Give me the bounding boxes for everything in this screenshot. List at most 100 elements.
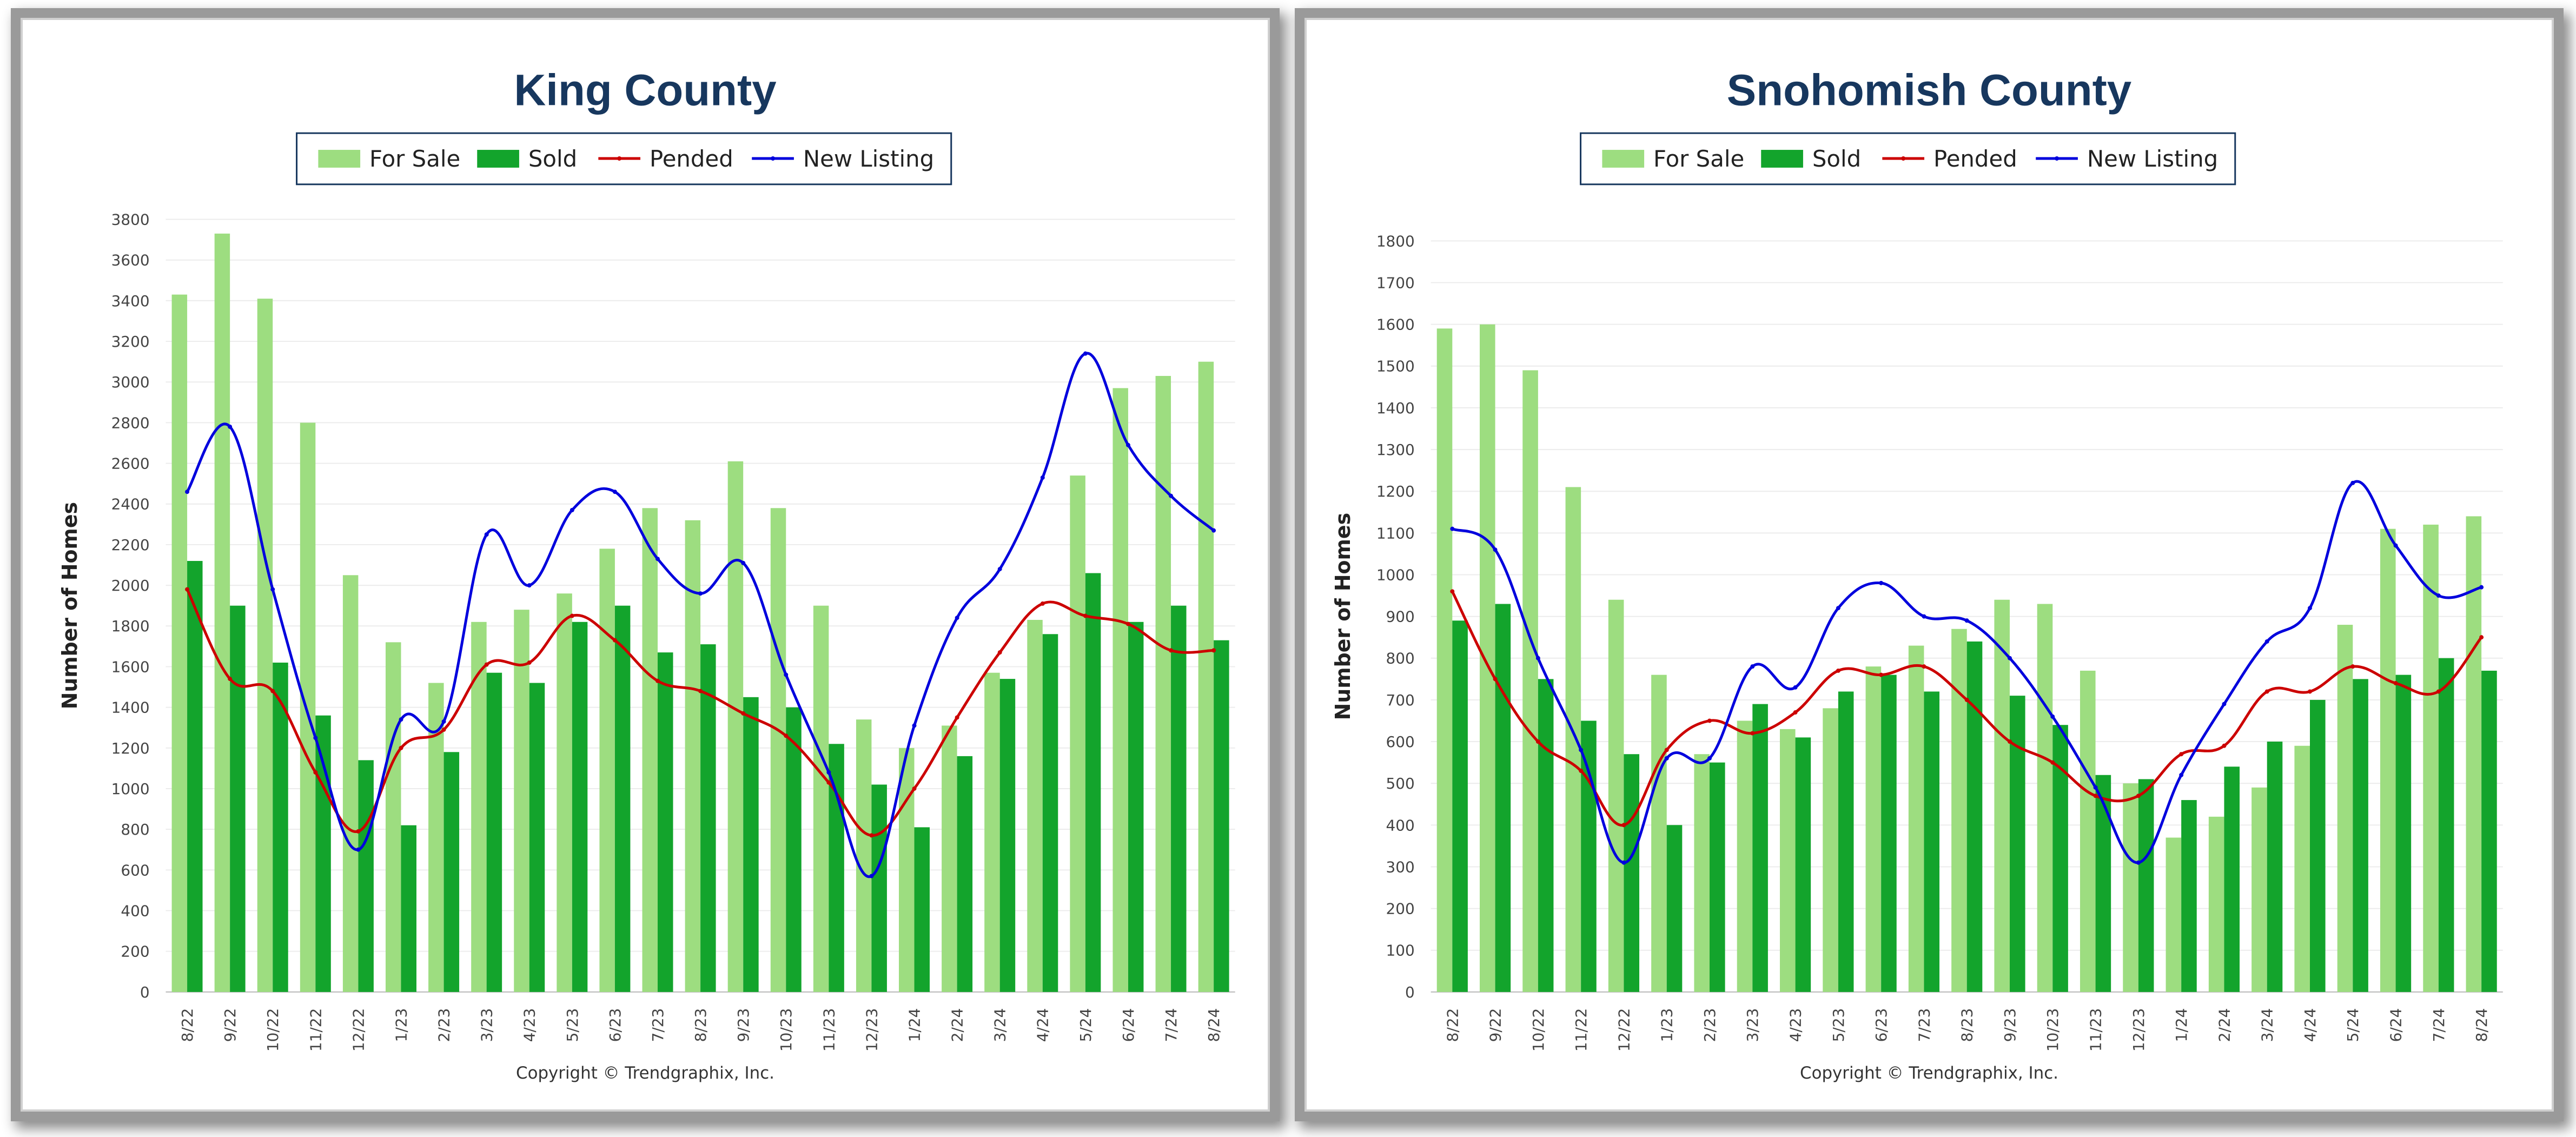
series-sold	[1452, 604, 2497, 992]
bar-for-sale	[1198, 361, 1214, 992]
bar-for-sale	[856, 719, 872, 992]
point-pended	[2093, 794, 2098, 798]
point-new-listing	[185, 490, 190, 494]
bar-sold	[2095, 775, 2111, 992]
x-tick-label: 8/22	[1443, 1008, 1461, 1042]
bar-for-sale	[1823, 708, 1838, 992]
point-pended	[2136, 794, 2141, 798]
point-new-listing	[2393, 543, 2398, 548]
x-tick-label: 5/23	[1830, 1008, 1847, 1042]
x-tick-label: 11/23	[820, 1008, 838, 1052]
copyright-text: Copyright © Trendgraphix, Inc.	[1800, 1063, 2058, 1083]
bar-for-sale	[1908, 645, 1924, 992]
legend-swatch-sold	[1761, 150, 1803, 168]
chart-title: Snohomish County	[1727, 65, 2131, 115]
bar-for-sale	[300, 422, 316, 992]
point-pended	[228, 677, 233, 682]
x-tick-label: 2/24	[2215, 1008, 2233, 1042]
bar-sold	[187, 561, 203, 992]
y-tick-label: 800	[121, 821, 149, 838]
y-tick-label: 3800	[111, 210, 150, 228]
bar-sold	[871, 784, 887, 992]
point-pended	[270, 689, 275, 693]
bar-for-sale	[1070, 475, 1085, 992]
y-tick-label: 1800	[1376, 232, 1415, 250]
x-tick-label: 12/23	[2130, 1008, 2148, 1052]
bar-for-sale	[942, 725, 957, 992]
bar-sold	[1214, 640, 1229, 992]
bar-for-sale	[1112, 388, 1128, 992]
y-tick-label: 1100	[1376, 524, 1415, 542]
point-pended	[2393, 681, 2398, 686]
point-pended	[1621, 823, 1626, 828]
bar-sold	[486, 672, 502, 992]
bar-sold	[1666, 825, 1683, 992]
point-pended	[1125, 622, 1130, 626]
x-tick-label: 10/22	[1529, 1008, 1547, 1052]
point-pended	[997, 650, 1002, 655]
bar-sold	[529, 683, 545, 992]
bar-sold	[1752, 704, 1768, 992]
point-pended	[441, 728, 446, 732]
point-pended	[2479, 635, 2484, 640]
bar-sold	[2010, 696, 2025, 992]
point-pended	[1707, 718, 1712, 723]
point-pended	[484, 662, 489, 667]
bar-for-sale	[642, 508, 658, 992]
bar-for-sale	[2251, 787, 2267, 992]
y-tick-label: 1500	[1376, 358, 1415, 375]
y-tick-label: 600	[121, 861, 149, 879]
y-tick-label: 1800	[111, 617, 150, 635]
bar-for-sale	[2380, 528, 2396, 992]
x-tick-label: 7/23	[1915, 1008, 1933, 1042]
legend-marker-new-listing	[771, 156, 776, 161]
y-tick-label: 1400	[111, 699, 150, 717]
point-new-listing	[1450, 526, 1455, 531]
y-axis-label: Number of Homes	[58, 502, 82, 709]
bar-for-sale	[386, 642, 401, 992]
x-tick-label: 5/24	[2344, 1008, 2362, 1042]
point-pended	[2264, 689, 2269, 694]
point-pended	[185, 587, 190, 592]
bar-for-sale	[899, 748, 915, 992]
bar-sold	[1452, 620, 1468, 992]
bar-for-sale	[557, 593, 572, 992]
x-tick-label: 7/24	[1162, 1008, 1180, 1042]
point-new-listing	[1664, 756, 1669, 761]
point-new-listing	[1879, 580, 1884, 585]
bar-for-sale	[1565, 487, 1581, 992]
bar-for-sale	[1951, 629, 1967, 992]
x-tick-label: 4/24	[2301, 1008, 2319, 1042]
bar-for-sale	[428, 683, 444, 992]
point-pended	[2350, 664, 2355, 669]
bar-sold	[1171, 605, 1187, 992]
point-new-listing	[1836, 606, 1840, 611]
y-tick-label: 400	[1386, 816, 1415, 834]
point-new-listing	[698, 591, 703, 596]
x-tick-label: 6/23	[1872, 1008, 1890, 1042]
bar-sold	[2353, 679, 2368, 992]
bar-sold	[2138, 779, 2154, 992]
point-new-listing	[2093, 785, 2098, 790]
legend-marker-new-listing	[2055, 156, 2060, 161]
x-tick-label: 10/23	[777, 1008, 795, 1052]
bar-sold	[2181, 800, 2197, 992]
snohomish-county-panel: Snohomish County For Sale Sold Pended New Li…	[1304, 18, 2554, 1112]
point-pended	[1836, 668, 1840, 673]
point-pended	[1169, 648, 1174, 653]
series-new-listing	[1450, 480, 2484, 865]
point-new-listing	[527, 583, 532, 588]
legend-label-for-sale: For Sale	[1653, 146, 1744, 172]
point-new-listing	[2179, 772, 2184, 777]
series-sold	[187, 561, 1229, 992]
bar-sold	[358, 760, 374, 992]
bar-sold	[273, 662, 288, 992]
bar-sold	[2267, 742, 2283, 992]
x-tick-label: 2/23	[1701, 1008, 1719, 1042]
point-new-listing	[2479, 585, 2484, 590]
x-tick-label: 11/23	[2087, 1008, 2105, 1052]
legend-label-for-sale: For Sale	[369, 146, 460, 172]
y-axis-label: Number of Homes	[1331, 513, 1355, 720]
point-new-listing	[441, 719, 446, 724]
king-county-panel: King County For Sale Sold Pended New Listing…	[21, 18, 1270, 1112]
